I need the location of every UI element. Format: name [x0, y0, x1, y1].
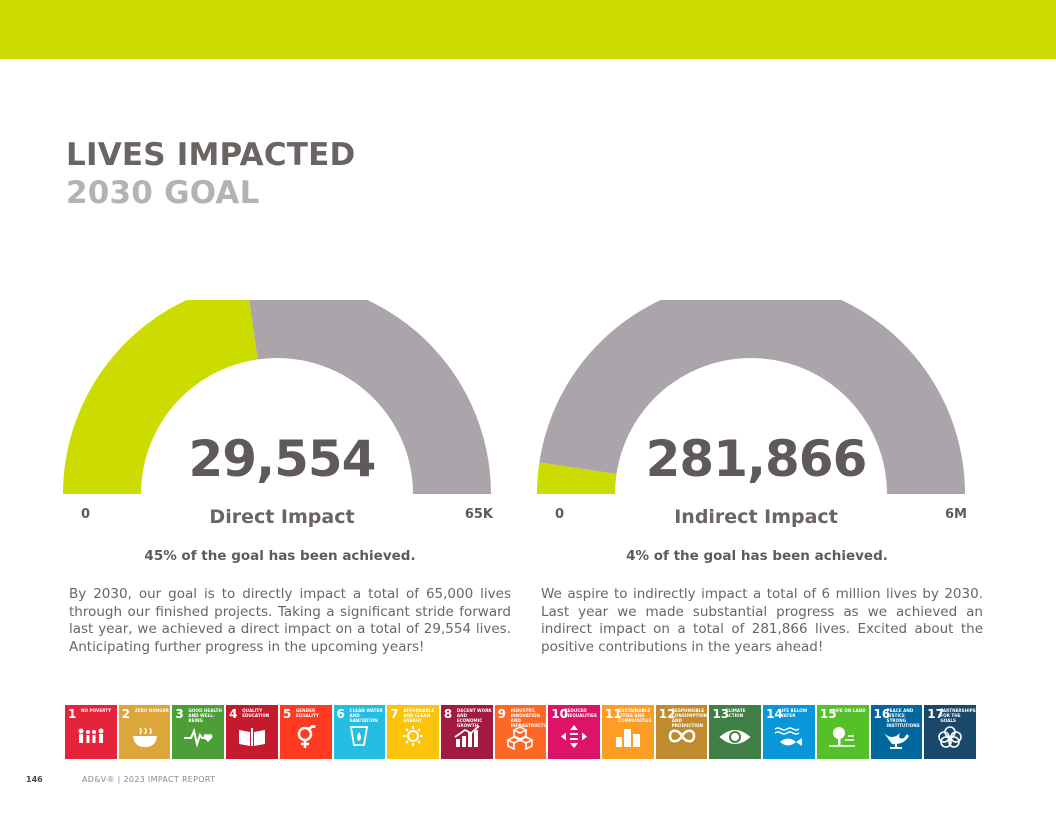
- sdg-icon-row: 1 No Poverty 2 Zero Hunger 3 Good Health and …: [65, 705, 976, 759]
- sdg-goal-1: 1 No Poverty: [65, 705, 117, 759]
- sdg-goal-17: 17 Partnerships for the Goals: [924, 705, 976, 759]
- sdg-goal-7: 7 Affordable and Clean Energy: [387, 705, 439, 759]
- sdg-number: 11: [605, 707, 622, 721]
- sdg-goal-4: 4 Quality Education: [226, 705, 278, 759]
- sdg-goal-2: 2 Zero Hunger: [118, 705, 171, 759]
- sdg-number: 16: [873, 707, 891, 721]
- sdg-number: 1: [68, 707, 77, 721]
- direct-gauge-min-label: 0: [81, 507, 91, 522]
- sdg-number: 2: [121, 707, 131, 721]
- heartbeat-icon: [184, 727, 213, 748]
- sdg-label: Life on Land: [832, 708, 866, 713]
- sdg-label: Quality Education: [242, 708, 270, 718]
- sdg-goal-9: 9 Industry, Innovation and Infrastructure: [494, 705, 547, 759]
- page-title: LIVES IMPACTED 2030 GOAL: [66, 136, 355, 212]
- equality-arrows-icon: [561, 725, 588, 748]
- sdg-label: Clean Water and Sanitation: [349, 708, 383, 723]
- infinity-icon: [668, 729, 695, 743]
- direct-achieved-text: 45% of the goal has been achieved.: [144, 548, 416, 564]
- sdg-label: Decent Work and Economic Growth: [456, 708, 492, 728]
- sun-icon: [403, 726, 424, 746]
- rings-icon: [938, 726, 962, 748]
- direct-impact-gauge-chart: [63, 300, 491, 494]
- direct-impact-paragraph: By 2030, our goal is to directly impact …: [69, 586, 511, 655]
- sdg-number: 15: [819, 707, 837, 721]
- sdg-label: Responsible Consumption and Production: [671, 708, 708, 728]
- sdg-label: Sustainable Cities and Communities: [618, 708, 652, 723]
- sdg-label: No Poverty: [81, 708, 112, 713]
- sdg-goal-6: 6 Clean Water and Sanitation: [333, 705, 386, 759]
- sdg-goal-10: 10 Reduced Inequalities: [548, 705, 601, 759]
- sdg-goal-14: 14 Life Below Water: [763, 705, 815, 759]
- sdg-label: Life Below Water: [779, 708, 808, 718]
- direct-gauge-fill: [63, 300, 258, 494]
- indirect-impact-gauge-chart: [537, 300, 965, 494]
- sdg-goal-13: 13 Climate Action: [709, 705, 762, 759]
- sdg-label: Gender Equality: [295, 708, 319, 718]
- indirect-impact-value: 281,866: [645, 430, 868, 488]
- footer-brand: AD&V® | 2023 IMPACT REPORT: [82, 775, 216, 784]
- indirect-impact-gauge: 281,866 Indirect Impact 0 6M: [531, 300, 981, 532]
- indirect-gauge-min-label: 0: [555, 507, 565, 522]
- sdg-number: 3: [175, 707, 184, 721]
- direct-gauge-max-label: 65K: [464, 507, 493, 522]
- sdg-goal-5: 5 Gender Equality: [279, 705, 332, 759]
- sdg-number: 6: [336, 707, 345, 721]
- sdg-number: 17: [927, 707, 944, 721]
- sdg-goal-3: 3 Good Health and Well-Being: [172, 705, 225, 759]
- water-drop-icon: [350, 726, 369, 746]
- sdg-number: 9: [497, 707, 506, 721]
- indirect-gauge-max-label: 6M: [945, 507, 967, 522]
- gender-icon: [297, 725, 315, 748]
- book-icon: [238, 728, 265, 746]
- indirect-achieved-text: 4% of the goal has been achieved.: [626, 548, 888, 564]
- cubes-icon: [506, 726, 535, 751]
- sdg-label: Partnerships for the Goals: [940, 708, 976, 723]
- dove-icon: [884, 733, 910, 749]
- sdg-number: 5: [282, 707, 292, 721]
- sdg-label: Peace and Justice Strong Institutions: [886, 708, 920, 728]
- sdg-goal-12: 12 Responsible Consumption and Production: [655, 705, 708, 759]
- indirect-gauge-fill: [537, 462, 617, 494]
- sdg-label: Zero Hunger: [134, 708, 169, 713]
- sdg-number: 14: [766, 707, 783, 721]
- sdg-number: 10: [551, 707, 569, 721]
- tree-icon: [828, 727, 855, 747]
- sdg-label: Good Health and Well-Being: [188, 708, 222, 723]
- family-icon: [78, 728, 104, 743]
- sdg-number: 7: [390, 707, 399, 721]
- indirect-gauge-track: [539, 300, 965, 494]
- sdg-label: Industry, Innovation and Infrastructure: [510, 708, 547, 728]
- page-number: 146: [26, 775, 43, 784]
- indirect-impact-paragraph: We aspire to indirectly impact a total o…: [541, 586, 983, 655]
- sdg-label: Affordable and Clean Energy: [403, 708, 435, 723]
- top-color-band: [0, 0, 1056, 59]
- sdg-number: 8: [443, 707, 453, 721]
- title-line-2: 2030 GOAL: [66, 175, 260, 211]
- sdg-goal-15: 15 Life on Land: [816, 705, 869, 759]
- sdg-goal-11: 11 Sustainable Cities and Communities: [602, 705, 654, 759]
- indirect-impact-label: Indirect Impact: [674, 506, 838, 528]
- growth-chart-icon: [454, 725, 480, 747]
- bowl-icon: [132, 727, 157, 747]
- sdg-label: Reduced Inequalities: [564, 708, 597, 718]
- direct-impact-gauge: 29,554 Direct Impact 0 65K: [57, 300, 507, 532]
- direct-gauge-track: [249, 300, 491, 494]
- direct-impact-label: Direct Impact: [209, 506, 355, 528]
- city-icon: [615, 729, 640, 747]
- sdg-number: 12: [658, 707, 676, 721]
- sdg-goal-16: 16 Peace and Justice Strong Institutions: [870, 705, 923, 759]
- sdg-label: Climate Action: [725, 708, 746, 718]
- sdg-number: 13: [712, 707, 730, 721]
- fish-icon: [774, 727, 802, 746]
- sdg-goal-8: 8 Decent Work and Economic Growth: [440, 705, 493, 759]
- title-line-1: LIVES IMPACTED: [66, 137, 356, 173]
- eye-globe-icon: [719, 730, 751, 744]
- direct-impact-value: 29,554: [188, 430, 377, 488]
- sdg-number: 4: [229, 707, 238, 721]
